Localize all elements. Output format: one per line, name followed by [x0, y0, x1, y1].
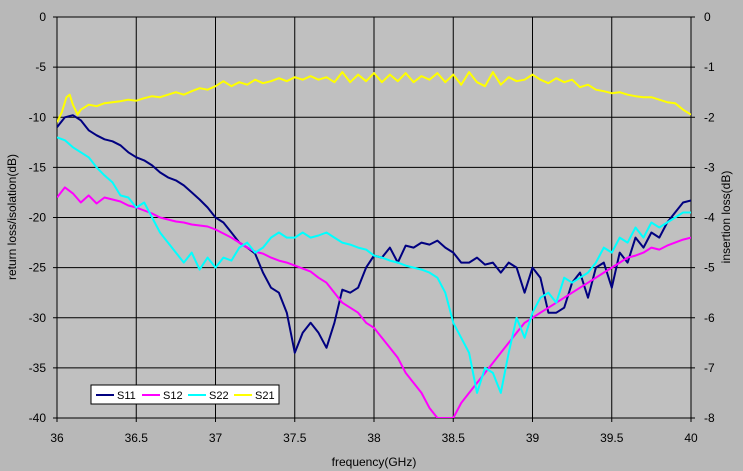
- y-left-tick-label: -5: [35, 60, 46, 74]
- x-tick-label: 40: [684, 431, 698, 445]
- series-layer: [57, 71, 691, 418]
- x-tick-label: 38: [367, 431, 381, 445]
- x-tick-label: 37: [209, 431, 223, 445]
- legend-label-s12: S12: [163, 390, 183, 402]
- legend-label-s11: S11: [117, 390, 136, 402]
- x-tick-label: 39.5: [600, 431, 624, 445]
- y-left-tick-label: -10: [29, 110, 47, 124]
- x-tick-label: 36.5: [125, 431, 149, 445]
- series-line-s22: [57, 136, 691, 394]
- y-axis-left-title: return loss/isolation(dB): [5, 154, 19, 280]
- legend: S11 S12 S22 S21: [90, 384, 280, 405]
- y-right-tick-label: -8: [704, 411, 715, 425]
- y-left-tick-label: -20: [29, 211, 47, 225]
- x-tick-label: 36: [50, 431, 64, 445]
- y-left-tick-label: -30: [29, 311, 47, 325]
- y-right-tick-label: -7: [704, 361, 715, 375]
- y-right-tick-label: -2: [704, 110, 715, 124]
- y-axis-right-title: insertion loss(dB): [719, 171, 733, 264]
- x-tick-label: 38.5: [442, 431, 466, 445]
- y-right-tick-label: -5: [704, 261, 715, 275]
- y-right-tick-label: -1: [704, 60, 715, 74]
- y-left-tick-label: 0: [39, 10, 46, 24]
- y-left-tick-label: -40: [29, 411, 47, 425]
- y-right-tick-label: -3: [704, 160, 715, 174]
- y-right-tick-label: 0: [704, 10, 711, 24]
- x-tick-label: 37.5: [283, 431, 307, 445]
- x-tick-label: 39: [526, 431, 540, 445]
- legend-box: [90, 384, 280, 405]
- x-axis-title: frequency(GHz): [332, 455, 417, 469]
- x-axis-ticks: 36 36.5 37 37.5 38 38.5 39 39.5 40: [50, 418, 698, 445]
- y-axis-right-ticks: 0 -1 -2 -3 -4 -5 -6 -7 -8: [691, 10, 715, 425]
- y-right-tick-label: -4: [704, 211, 715, 225]
- y-axis-left-ticks: 0 -5 -10 -15 -20 -25 -30 -35 -40: [29, 10, 57, 425]
- y-left-tick-label: -25: [29, 261, 47, 275]
- legend-label-s21: S21: [255, 390, 275, 402]
- legend-label-s22: S22: [209, 390, 229, 402]
- y-right-tick-label: -6: [704, 311, 715, 325]
- series-line-s12: [57, 186, 691, 418]
- series-line-s21: [57, 71, 691, 123]
- y-left-tick-label: -15: [29, 160, 47, 174]
- y-left-tick-label: -35: [29, 361, 47, 375]
